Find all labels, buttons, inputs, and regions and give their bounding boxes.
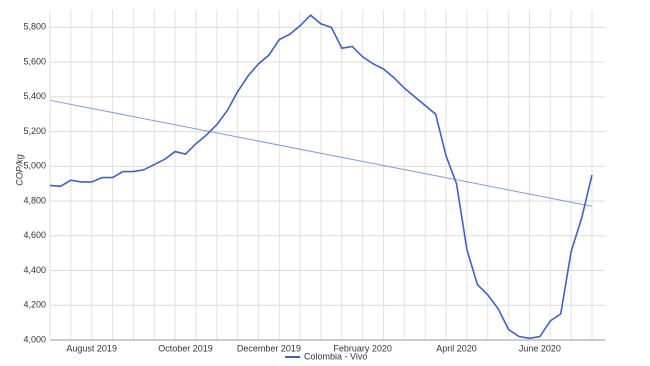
- legend-label: Colombia - Vivo: [304, 351, 367, 361]
- y-tick-label: 5,400: [23, 91, 46, 101]
- y-axis-label: COP/kg: [14, 154, 24, 186]
- y-tick-label: 4,200: [23, 300, 46, 310]
- trend-line: [49, 99, 593, 207]
- x-tick-label: December 2019: [237, 343, 301, 353]
- y-tick-label: 4,800: [23, 195, 46, 205]
- x-tick-label: October 2019: [158, 343, 213, 353]
- series-line: [49, 14, 593, 340]
- y-tick-label: 5,600: [23, 56, 46, 66]
- y-tick-label: 5,000: [23, 161, 46, 171]
- y-tick-label: 4,600: [23, 230, 46, 240]
- y-tick-label: 5,200: [23, 126, 46, 136]
- x-tick-label: August 2019: [66, 343, 117, 353]
- y-tick-label: 5,800: [23, 22, 46, 32]
- x-tick-label: June 2020: [519, 343, 561, 353]
- x-tick-label: April 2020: [436, 343, 477, 353]
- y-tick-label: 4,400: [23, 265, 46, 275]
- x-tick-label: February 2020: [333, 343, 392, 353]
- y-tick-label: 4,000: [23, 334, 46, 344]
